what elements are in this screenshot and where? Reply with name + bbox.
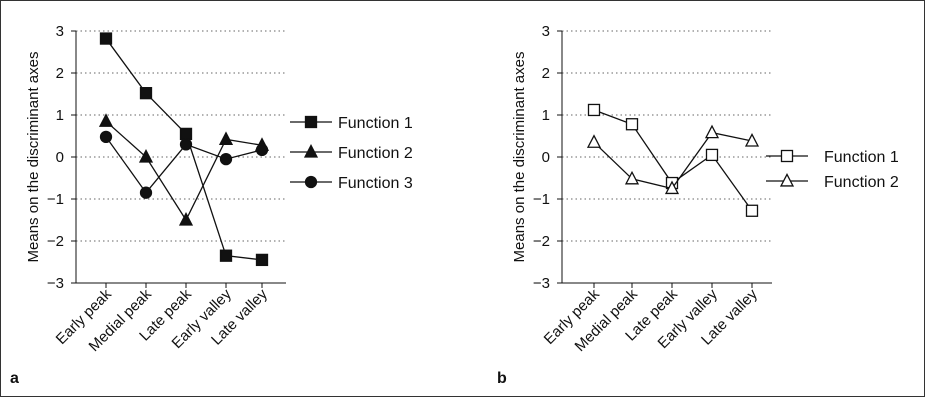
data-point	[178, 211, 194, 226]
y-axis-label: Means on the discriminant axes	[25, 52, 42, 263]
y-tick-label: 1	[542, 107, 550, 124]
data-point	[98, 113, 114, 127]
data-point	[705, 148, 719, 162]
legend-label: Function 2	[824, 174, 899, 191]
data-point	[704, 124, 720, 139]
legend-marker	[780, 149, 794, 163]
data-point	[745, 204, 759, 217]
y-tick-label: 2	[56, 65, 64, 82]
legend-marker	[303, 143, 319, 158]
legend-label: Function 1	[338, 115, 413, 132]
y-tick-label: 1	[56, 107, 64, 124]
data-point	[625, 118, 639, 131]
y-tick-label: 3	[56, 23, 64, 40]
y-tick-label: −1	[47, 191, 64, 208]
y-tick-label: −2	[533, 233, 550, 250]
y-tick-label: 3	[542, 23, 550, 40]
y-tick-label: −3	[47, 275, 64, 292]
data-point	[219, 249, 233, 262]
legend-marker	[304, 175, 318, 189]
y-tick-label: 2	[542, 65, 550, 82]
y-tick-label: 0	[56, 149, 64, 166]
data-point	[586, 134, 602, 148]
data-point	[99, 32, 113, 45]
legend-marker	[304, 115, 318, 129]
y-tick-label: −1	[533, 191, 550, 208]
data-point	[179, 127, 193, 141]
panel-a: 3 2 1 0 −1 −2 −3 Means on the discriminant axes…	[10, 23, 413, 387]
data-point	[255, 253, 269, 267]
legend-label: Function 3	[338, 175, 413, 192]
panel-letter: b	[497, 370, 507, 387]
data-point	[219, 152, 233, 166]
legend-label: Function 1	[824, 149, 899, 166]
y-axis-label: Means on the discriminant axes	[511, 52, 528, 263]
y-tick-label: −3	[533, 275, 550, 292]
data-point	[138, 148, 154, 163]
data-point	[255, 143, 269, 157]
data-point	[99, 130, 113, 143]
series-line	[593, 109, 753, 212]
legend-marker	[779, 172, 795, 187]
panel-b: 3 2 1 0 −1 −2 −3 Means on the discriminant axes…	[497, 23, 899, 387]
y-tick-label: −2	[47, 233, 64, 250]
data-point	[139, 87, 153, 100]
data-point	[587, 103, 601, 117]
data-point	[624, 170, 640, 185]
data-point	[139, 186, 153, 199]
data-point	[179, 138, 193, 151]
data-point	[218, 131, 234, 145]
data-point	[664, 180, 680, 195]
legend-label: Function 2	[338, 145, 413, 162]
y-tick-label: 0	[542, 149, 550, 166]
panel-letter: a	[10, 370, 19, 387]
data-point	[744, 133, 760, 147]
